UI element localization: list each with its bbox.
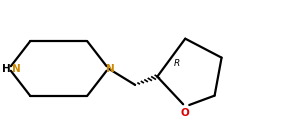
- Text: O: O: [181, 108, 190, 118]
- Text: N: N: [12, 64, 21, 73]
- Text: R: R: [174, 59, 180, 68]
- Text: H: H: [3, 64, 11, 73]
- Text: N: N: [106, 64, 115, 73]
